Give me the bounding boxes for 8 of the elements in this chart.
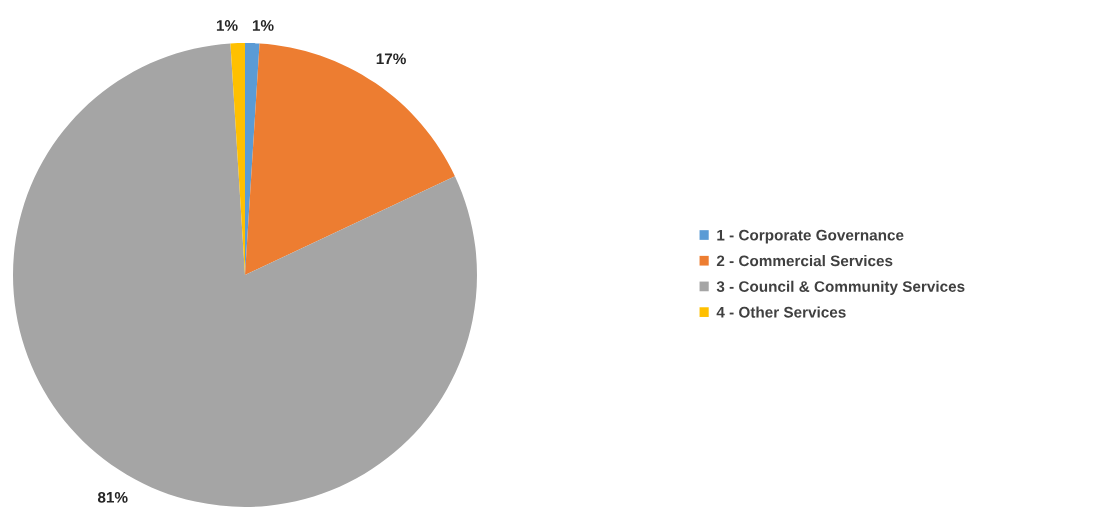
- data-label: 1%: [216, 20, 238, 31]
- data-label: 1%: [252, 20, 274, 31]
- data-label: 17%: [376, 53, 406, 65]
- data-label: 81%: [97, 491, 128, 503]
- legend-label: 3 - Council & Community Services: [716, 280, 965, 295]
- legend-label: 4 - Other Services: [716, 306, 846, 318]
- legend-label: 1 - Corporate Governance: [717, 229, 904, 244]
- legend-label: 2 - Commercial Services: [716, 255, 893, 267]
